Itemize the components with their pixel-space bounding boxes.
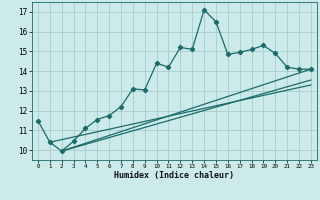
X-axis label: Humidex (Indice chaleur): Humidex (Indice chaleur) [115,171,234,180]
